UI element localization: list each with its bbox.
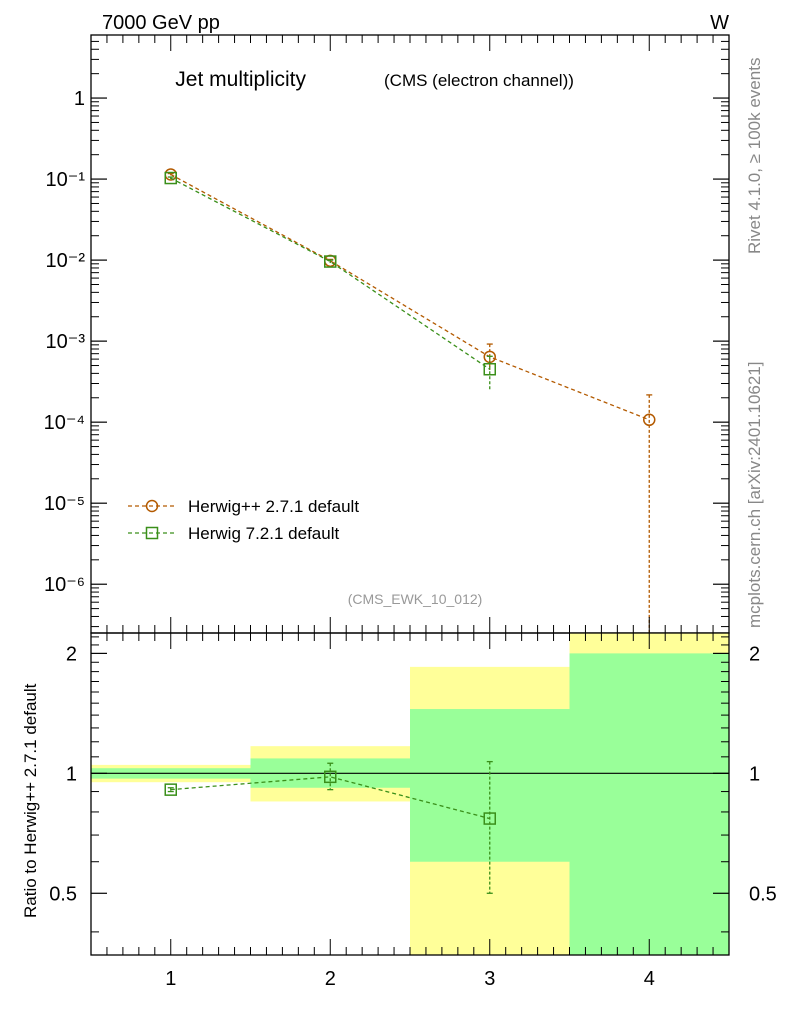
header-process-label: W	[710, 12, 729, 34]
uncertainty-band-inner	[410, 709, 570, 862]
ratio-axis-ticks: 1 2 3 4 0.5 0.5 1 1 2 2	[49, 633, 777, 990]
ratio-y-tick-label-right: 0.5	[749, 883, 777, 905]
ratio-data-point	[164, 783, 177, 796]
reference-label: (CMS_EWK_10_012)	[348, 591, 483, 607]
ratio-y-tick-label-left: 2	[66, 643, 77, 665]
header-energy-label: 7000 GeV pp	[102, 12, 220, 34]
y-tick-label: 10⁻⁴	[44, 412, 85, 434]
main-data-layer	[164, 168, 656, 633]
x-tick-label: 2	[325, 968, 336, 990]
x-tick-label: 1	[165, 968, 176, 990]
chart-subtitle: (CMS (electron channel))	[384, 71, 574, 90]
data-point	[643, 413, 656, 427]
main-frame	[90, 34, 730, 634]
main-panel: 1 10⁻¹ 10⁻² 10⁻³ 10⁻⁴ 10⁻⁵ 10⁻⁶ Jet multiplici…	[44, 34, 730, 634]
mcplots-label: mcplots.cern.ch [arXiv:2401.10621]	[745, 362, 764, 628]
ratio-y-axis-label: Ratio to Herwig++ 2.7.1 default	[21, 683, 40, 918]
y-tick-label: 10⁻⁵	[44, 493, 85, 515]
x-tick-label: 3	[484, 968, 495, 990]
ratio-data-point	[483, 812, 496, 825]
ratio-panel: 1 2 3 4 0.5 0.5 1 1 2 2 Ratio to Herwig++ 2.7.1 d…	[21, 632, 777, 990]
ratio-data-layer	[91, 633, 729, 955]
legend-entry: Herwig 7.2.1 default	[188, 524, 339, 543]
ratio-y-tick-label-left: 1	[66, 763, 77, 785]
legend: Herwig++ 2.7.1 default Herwig 7.2.1 defau…	[128, 497, 359, 543]
uncertainty-band-inner	[569, 653, 729, 955]
legend-marker	[145, 526, 159, 540]
ratio-y-tick-label-right: 2	[749, 643, 760, 665]
y-tick-label: 10⁻¹	[46, 169, 86, 191]
ratio-y-tick-label-right: 1	[749, 763, 760, 785]
chart-title: Jet multiplicity	[175, 68, 306, 91]
y-tick-label: 10⁻²	[46, 250, 86, 272]
data-point	[483, 362, 496, 376]
ratio-y-tick-label-left: 0.5	[49, 883, 77, 905]
legend-marker	[145, 499, 159, 513]
legend-entry: Herwig++ 2.7.1 default	[188, 497, 359, 516]
series-line-2	[170, 177, 491, 370]
y-tick-label: 10⁻⁶	[44, 574, 85, 596]
series-line-1	[170, 173, 650, 421]
data-point	[164, 171, 177, 185]
y-tick-label: 10⁻³	[46, 331, 86, 353]
rivet-version-label: Rivet 4.1.0, ≥ 100k events	[745, 58, 764, 254]
ratio-series-line	[170, 776, 490, 820]
main-axis-ticks: 1 10⁻¹ 10⁻² 10⁻³ 10⁻⁴ 10⁻⁵ 10⁻⁶	[44, 34, 730, 633]
data-point	[324, 255, 337, 268]
ratio-data-point	[324, 770, 337, 784]
y-tick-label: 1	[74, 88, 85, 110]
x-tick-label: 4	[644, 968, 655, 990]
